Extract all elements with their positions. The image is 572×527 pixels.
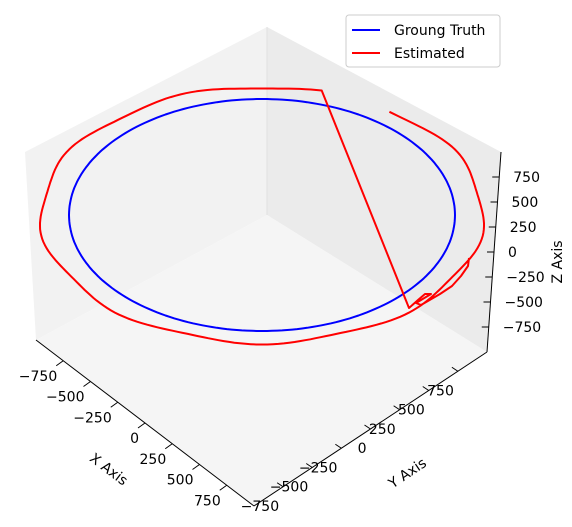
x-axis-tick-mark xyxy=(138,423,145,428)
x-axis-tick-label: 750 xyxy=(194,493,221,509)
x-axis-tick-label: 0 xyxy=(130,431,139,447)
legend-label-ground-truth: Groung Truth xyxy=(394,23,485,39)
z-axis-tick-label: 750 xyxy=(513,170,540,186)
y-axis-tick-label: −250 xyxy=(299,460,337,476)
y-axis-tick-label: 750 xyxy=(427,383,454,399)
z-axis-tick-label: −250 xyxy=(506,270,544,286)
y-axis-tick-label: 250 xyxy=(369,422,396,438)
legend: Groung Truth Estimated xyxy=(346,15,500,67)
x-axis-tick-mark xyxy=(165,444,172,449)
z-axis-tick-label: 0 xyxy=(508,245,517,261)
z-axis-tick-label: −500 xyxy=(505,295,543,311)
y-axis-title: Y Axis xyxy=(385,455,430,492)
z-axis-tick-label: 500 xyxy=(512,195,539,211)
x-axis-tick-mark xyxy=(220,485,227,490)
y-axis-tick-label: 0 xyxy=(358,441,367,457)
x-axis-tick-mark xyxy=(84,382,91,387)
z-axis-tick-label: 250 xyxy=(510,220,537,236)
y-axis-tick-label: −750 xyxy=(241,499,279,515)
y-axis-tick-label: −500 xyxy=(270,480,308,496)
z-axis-title: Z Axis xyxy=(550,240,566,283)
x-axis-tick-label: −250 xyxy=(73,410,111,426)
x-axis-tick-label: 500 xyxy=(167,473,194,489)
y-axis-tick-label: 500 xyxy=(398,403,425,419)
x-axis-title: X Axis xyxy=(86,450,130,489)
x-axis-tick-label: 250 xyxy=(140,452,167,468)
x-axis-tick-mark xyxy=(56,361,63,366)
legend-label-estimated: Estimated xyxy=(394,46,465,62)
x-axis-tick-mark xyxy=(193,465,200,470)
x-axis-tick-mark xyxy=(111,402,118,407)
x-axis-tick-label: −500 xyxy=(46,390,84,406)
z-axis-tick-label: −750 xyxy=(503,320,541,336)
x-axis-tick-label: −750 xyxy=(19,369,57,385)
